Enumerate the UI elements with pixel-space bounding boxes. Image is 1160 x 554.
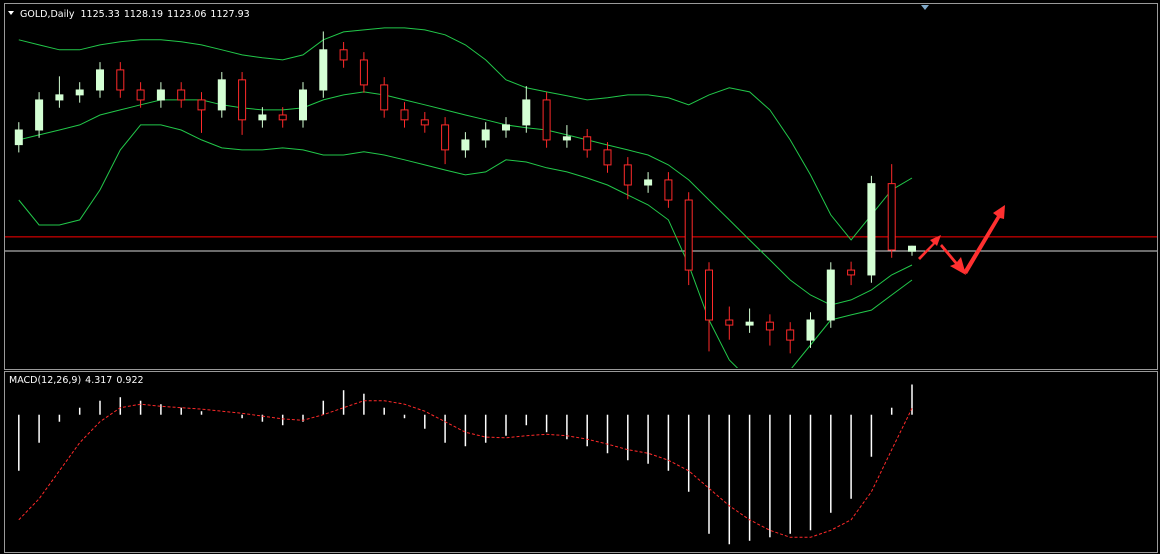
macd-header: MACD(12,26,9) 4.317 0.922 <box>9 375 144 386</box>
candle-body <box>441 124 450 151</box>
candle-body <box>705 269 713 321</box>
arrow <box>918 235 941 260</box>
candle-body <box>197 99 206 111</box>
candle-body <box>786 329 795 341</box>
menu-arrow[interactable] <box>8 11 14 15</box>
candle-body <box>583 136 592 151</box>
candle-body <box>765 321 774 331</box>
price-panel <box>5 27 1157 368</box>
candle-body <box>116 69 125 91</box>
signal-line <box>18 400 913 538</box>
candle-body <box>623 164 632 186</box>
candle-body <box>745 321 754 326</box>
macd-title: MACD(12,26,9) <box>9 375 81 386</box>
candle-body <box>867 183 876 276</box>
candle-body <box>35 99 44 131</box>
candle-body <box>258 114 267 121</box>
candle-body <box>562 136 571 141</box>
candle-body <box>481 129 490 141</box>
bollinger-middle <box>18 91 913 306</box>
candle-body <box>217 79 226 111</box>
candle-body <box>887 183 896 251</box>
candle-body <box>725 319 734 326</box>
macd-frame <box>4 371 1158 553</box>
arrow <box>940 244 966 275</box>
high-value: 1128.19 <box>124 9 163 20</box>
candle-body <box>238 79 247 121</box>
shift-marker <box>921 5 929 10</box>
signal-value: 0.922 <box>116 375 143 386</box>
candle-body <box>75 89 84 96</box>
forecast-arrows <box>918 205 1005 275</box>
chart-header: GOLD,Daily 1125.33 1128.19 1123.06 1127.93 <box>20 9 250 20</box>
candle-body <box>826 269 835 321</box>
macd-value: 4.317 <box>85 375 112 386</box>
candle-body <box>502 124 510 131</box>
candle-body <box>664 179 673 201</box>
candle-body <box>847 269 856 276</box>
candle-body <box>299 89 307 121</box>
candle-body <box>522 99 531 126</box>
main-frame <box>4 3 1158 370</box>
candle-body <box>14 129 23 146</box>
arrow <box>963 205 1005 274</box>
open-value: 1125.33 <box>81 9 120 20</box>
symbol-title: GOLD,Daily <box>20 9 75 20</box>
candle-body <box>684 199 693 271</box>
close-value: 1127.93 <box>210 9 249 20</box>
candle-body <box>136 89 145 101</box>
candle-body <box>806 319 815 341</box>
macd-panel <box>18 384 913 545</box>
candle-body <box>644 179 653 186</box>
candle-body <box>278 114 287 121</box>
candle-body <box>603 149 612 166</box>
candle-body <box>420 119 429 126</box>
candle-body <box>359 59 368 86</box>
candle-body <box>156 89 165 101</box>
candle-body <box>96 69 104 91</box>
candle-body <box>908 245 916 252</box>
candle-body <box>380 84 389 111</box>
bollinger-upper <box>18 27 913 241</box>
candle-body <box>339 49 348 61</box>
candle-body <box>461 139 470 151</box>
candle-body <box>55 94 64 101</box>
candle-body <box>177 89 186 101</box>
bollinger-lower <box>18 124 913 368</box>
candle-body <box>400 109 409 121</box>
candle-body <box>542 99 551 141</box>
candle-body <box>319 49 328 91</box>
low-value: 1123.06 <box>167 9 206 20</box>
